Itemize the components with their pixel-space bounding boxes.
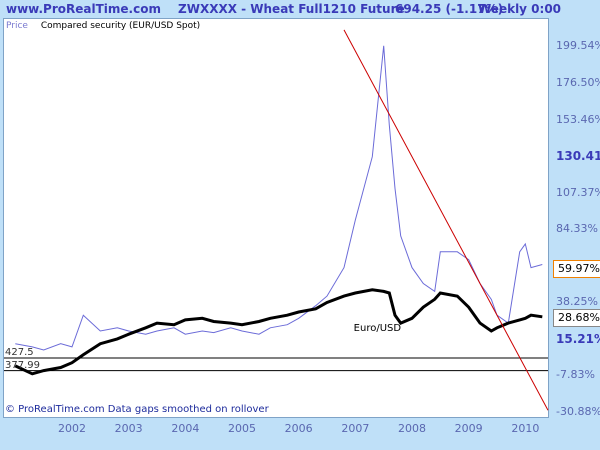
y-tick-label: 153.46% <box>556 112 600 126</box>
x-tick-label: 2010 <box>511 422 540 435</box>
x-tick-label: 2004 <box>171 422 200 435</box>
x-axis: 2002 2003 2004 2005 2006 2007 2008 2009 2010 <box>0 418 600 450</box>
y-tick-label: 84.33% <box>556 222 598 236</box>
y-tick-label: 15.21% <box>556 331 600 346</box>
trend-line[interactable] <box>343 29 549 411</box>
y-tick-label: 130.41% <box>556 149 600 164</box>
legend: Price Compared security (EUR/USD Spot) <box>6 21 200 31</box>
plot-area <box>3 18 549 418</box>
legend-compared-security: Compared security (EUR/USD Spot) <box>40 21 201 31</box>
x-tick-label: 2005 <box>228 422 256 435</box>
legend-price: Price <box>6 21 28 31</box>
y-tick-label: 38.25% <box>556 295 598 309</box>
header-bar: www.ProRealTime.com ZWXXXX - Wheat Full1… <box>0 0 600 18</box>
y-tick-label: 199.54% <box>556 39 600 53</box>
current-value-eurusd: 28.68% <box>553 309 600 328</box>
x-tick-label: 2007 <box>341 422 370 435</box>
x-tick-label: 2009 <box>454 422 483 435</box>
site-name[interactable]: www.ProRealTime.com <box>6 2 161 16</box>
x-tick-label: 2006 <box>284 422 313 435</box>
series-wheat-line <box>15 45 543 351</box>
y-tick-label: 107.37% <box>556 185 600 199</box>
x-tick-label: 2008 <box>398 422 426 435</box>
x-tick-label: 2002 <box>58 422 86 435</box>
series-label-eurusd: Euro/USD <box>354 323 402 334</box>
x-tick-label: 2003 <box>114 422 143 435</box>
timeframe[interactable]: Weekly 0:00 <box>478 2 562 16</box>
y-tick-label: -30.88% <box>556 404 600 418</box>
level-label-1: 377.99 <box>5 359 40 371</box>
y-tick-label: -7.83% <box>556 368 595 382</box>
level-label-0: 427.5 <box>5 346 34 358</box>
footer-note: © ProRealTime.com Data gaps smoothed on … <box>5 404 269 415</box>
current-value-wheat: 59.97% <box>553 259 600 278</box>
y-tick-label: 176.50% <box>556 76 600 89</box>
last-price: 694.25 (-1.17%) <box>395 2 504 16</box>
series-eurusd-line <box>14 288 543 376</box>
instrument-title: ZWXXXX - Wheat Full1210 Future <box>178 2 405 16</box>
